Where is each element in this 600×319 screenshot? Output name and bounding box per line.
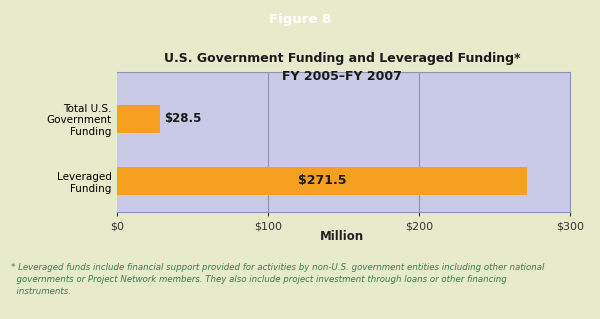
Bar (117, 105, 160, 133)
Text: Million: Million (320, 230, 364, 243)
Text: $271.5: $271.5 (298, 174, 346, 188)
Text: U.S. Government Funding and Leveraged Funding*
FY 2005–FY 2007: U.S. Government Funding and Leveraged Fu… (164, 52, 520, 83)
Text: Figure 8: Figure 8 (269, 12, 331, 26)
Text: $28.5: $28.5 (164, 112, 202, 125)
Bar (117, 167, 527, 195)
Text: * Leveraged funds include financial support provided for activities by non-U.S. : * Leveraged funds include financial supp… (11, 263, 544, 296)
